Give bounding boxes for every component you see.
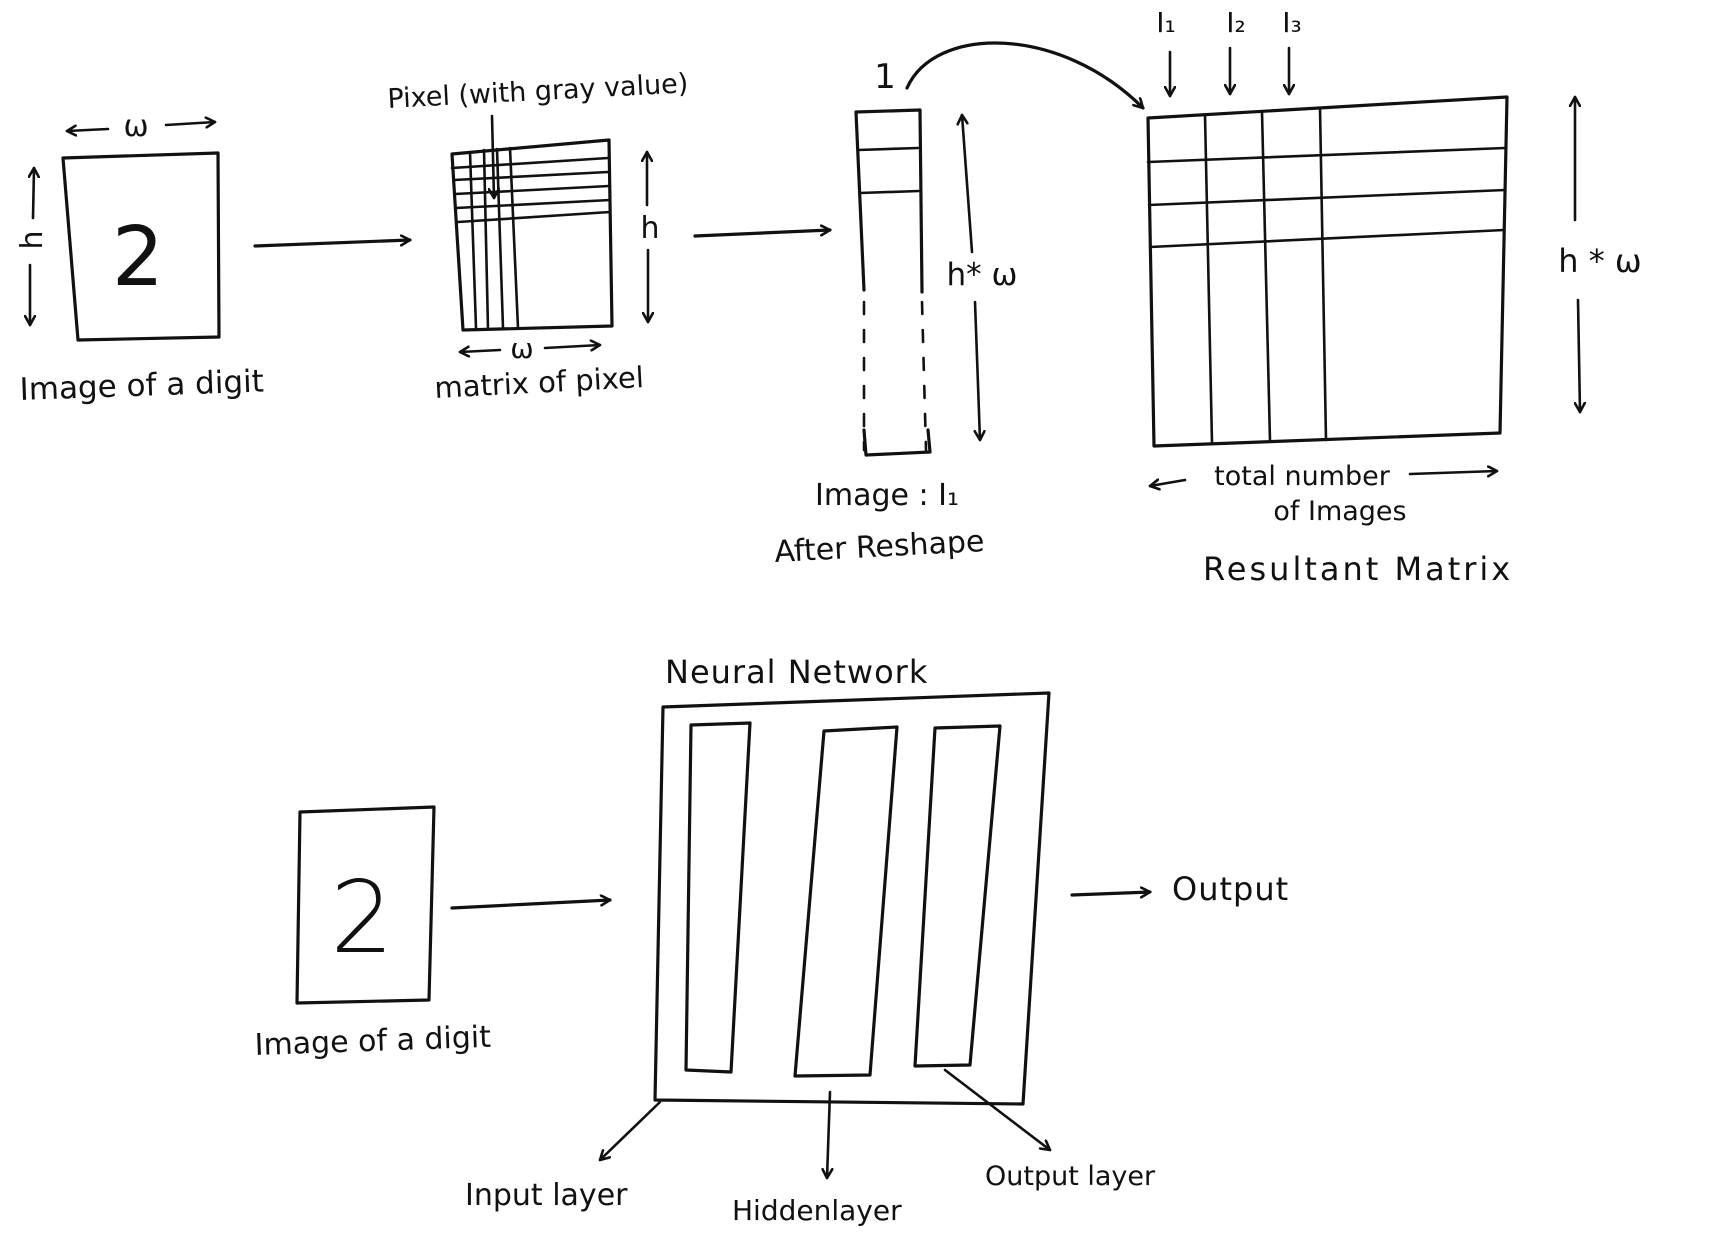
resultant-height-arrow: h * ω <box>1558 95 1642 414</box>
bottom-digit-image-box: 2 <box>295 805 436 1005</box>
column-label-i2: I₂ <box>1226 6 1245 39</box>
output-arrow <box>1070 892 1152 895</box>
pixel-pointer-arrow <box>492 114 494 200</box>
hidden-layer-rect <box>793 725 899 1078</box>
hidden-layer-pointer <box>827 1090 830 1180</box>
resultant-caption: Resultant Matrix <box>1203 550 1513 588</box>
digit-glyph: 2 <box>112 210 164 305</box>
input-arrow <box>450 900 612 910</box>
neural-network-box <box>653 691 1051 1106</box>
input-layer-rect <box>684 721 752 1074</box>
flow-arrow-1 <box>253 240 412 248</box>
bottom-digit-caption: Image of a digit <box>254 1020 492 1063</box>
resultant-width-label-line2: of Images <box>1273 496 1406 527</box>
resultant-height-label: h * ω <box>1558 242 1641 280</box>
output-layer-pointer <box>943 1068 1052 1152</box>
vector-length-label: h* ω <box>947 257 1018 293</box>
reshaped-vector <box>854 108 932 457</box>
resultant-width-label-line1: total number <box>1214 461 1391 492</box>
vector-length-arrow: h* ω <box>947 113 1018 442</box>
bottom-digit-glyph: 2 <box>330 859 394 976</box>
reshape-caption-line1: Image : I₁ <box>815 478 959 513</box>
input-layer-pointer <box>598 1100 662 1162</box>
output-layer-rect <box>913 724 1002 1068</box>
reshape-caption-line2: After Reshape <box>774 524 986 570</box>
resultant-width-arrow: total number of Images <box>1148 461 1499 527</box>
image-column-labels: I₁ I₂ I₃ <box>1156 6 1302 98</box>
pixel-matrix-grid <box>450 138 614 332</box>
width-dimension-arrow: ω <box>65 109 217 144</box>
resultant-matrix-grid <box>1146 95 1509 448</box>
output-layer-label: Output layer <box>985 1161 1156 1192</box>
hidden-layer-label: Hiddenlayer <box>732 1194 902 1227</box>
digit-image-box: 2 <box>61 151 221 342</box>
input-layer-label: Input layer <box>465 1178 628 1213</box>
height-label: h <box>15 230 50 249</box>
matrix-width-arrow: ω <box>458 332 602 365</box>
height-dimension-arrow: h <box>15 166 50 327</box>
column-label-i3: I₃ <box>1282 6 1301 39</box>
matrix-width-label: ω <box>510 332 533 365</box>
pixel-matrix-caption: matrix of pixel <box>434 360 645 405</box>
transfer-arrow <box>905 41 1145 110</box>
width-label: ω <box>123 109 148 144</box>
reshape-index-label: 1 <box>874 57 896 97</box>
matrix-height-arrow: h <box>640 150 660 324</box>
flow-arrow-2 <box>693 230 832 238</box>
pixel-annotation: Pixel (with gray value) <box>387 68 689 115</box>
neural-network-title: Neural Network <box>665 653 928 691</box>
column-label-i1: I₁ <box>1156 6 1175 39</box>
digit-image-caption: Image of a digit <box>19 363 264 408</box>
matrix-height-label: h <box>640 211 659 246</box>
output-label: Output <box>1172 870 1289 908</box>
